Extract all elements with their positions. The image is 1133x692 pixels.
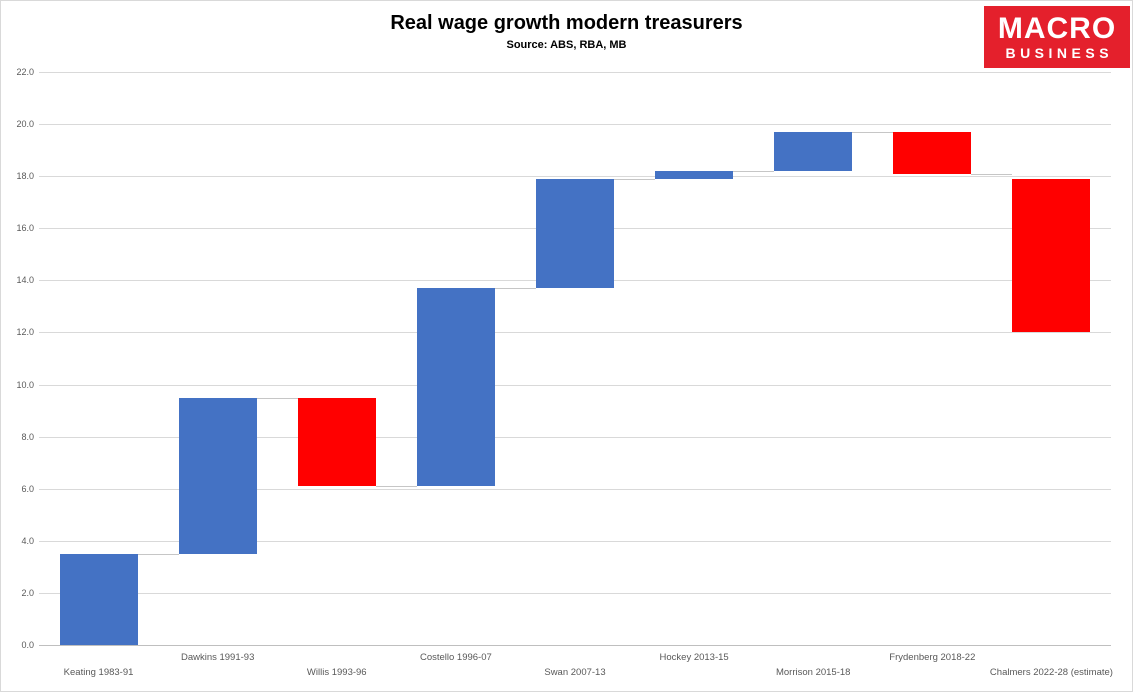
- connector-line: [614, 178, 656, 180]
- chart-subtitle: Source: ABS, RBA, MB: [506, 39, 627, 51]
- y-axis-tick-label: 4.0: [21, 535, 34, 546]
- gridline: [39, 332, 1111, 334]
- waterfall-bar: [1012, 178, 1091, 333]
- x-axis-category-label: Hockey 2013-15: [659, 652, 729, 663]
- y-axis-tick-label: 12.0: [16, 327, 34, 338]
- x-axis-category-label: Swan 2007-13: [544, 667, 606, 678]
- gridline: [39, 124, 1111, 126]
- gridline: [39, 540, 1111, 542]
- chart-header: Real wage growth modern treasurers Sourc…: [1, 11, 1132, 52]
- y-axis-tick-label: 2.0: [21, 587, 34, 598]
- gridline: [39, 384, 1111, 386]
- logo-text-macro: MACRO: [997, 11, 1117, 45]
- x-axis-category-label: Chalmers 2022-28 (estimate): [989, 667, 1113, 678]
- y-axis-tick-label: 16.0: [16, 223, 34, 234]
- y-axis-tick-label: 6.0: [21, 483, 34, 494]
- y-axis-tick-label: 18.0: [16, 171, 34, 182]
- gridline: [39, 592, 1111, 594]
- waterfall-bar: [536, 178, 614, 289]
- x-axis-category-label: Willis 1993-96: [306, 667, 367, 678]
- waterfall-bar: [416, 288, 495, 487]
- connector-line: [852, 131, 894, 133]
- gridline: [39, 488, 1111, 490]
- y-axis-tick-label: 0.0: [21, 640, 34, 650]
- connector-line: [375, 486, 417, 488]
- x-axis-category-label: Frydenberg 2018-22: [889, 652, 976, 663]
- gridline: [39, 436, 1111, 438]
- x-axis-category-label: Dawkins 1991-93: [180, 652, 255, 663]
- connector-line: [971, 173, 1013, 175]
- connector-line: [137, 553, 179, 555]
- connector-line: [494, 288, 536, 290]
- chart-title: Real wage growth modern treasurers: [390, 12, 743, 34]
- waterfall-bar: [655, 170, 734, 179]
- x-axis-category-label: Costello 1996-07: [419, 652, 492, 663]
- connector-line: [256, 397, 298, 399]
- y-axis-tick-label: 10.0: [16, 379, 34, 390]
- waterfall-bar: [774, 131, 853, 171]
- gridline: [39, 176, 1111, 178]
- x-axis-line: [39, 645, 1111, 646]
- waterfall-bar: [297, 397, 376, 487]
- y-axis-tick-label: 8.0: [21, 431, 34, 442]
- y-axis-tick-label: 20.0: [16, 119, 34, 130]
- y-axis-tick-label: 14.0: [16, 275, 34, 286]
- gridline: [39, 72, 1111, 73]
- macrobusiness-logo: MACRO BUSINESS: [984, 6, 1130, 68]
- waterfall-bar: [893, 131, 972, 174]
- logo-text-business: BUSINESS: [1005, 44, 1114, 61]
- x-axis-category-label: Morrison 2015-18: [775, 667, 851, 678]
- waterfall-bar: [59, 553, 138, 645]
- connector-line: [733, 170, 775, 172]
- x-axis-category-label: Keating 1983-91: [63, 667, 134, 678]
- waterfall-bar: [178, 397, 257, 554]
- y-axis-tick-label: 22.0: [16, 67, 34, 77]
